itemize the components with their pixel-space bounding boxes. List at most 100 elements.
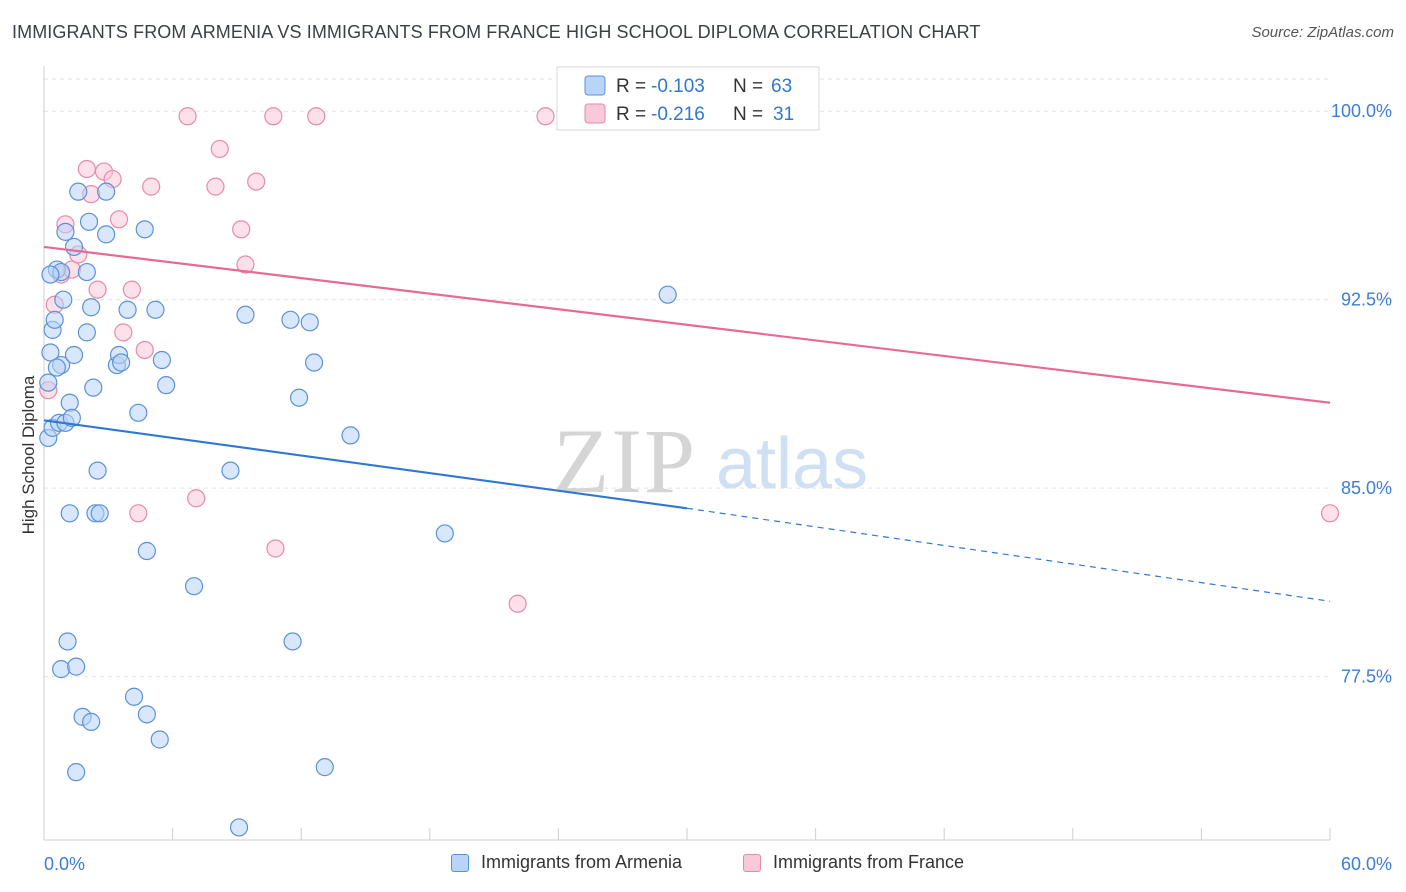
legend-label-armenia: Immigrants from Armenia [481,852,683,872]
legend-n-value-armenia: 63 [771,76,792,97]
armenia-point [236,305,255,324]
x-tick-label-max: 60.0% [1341,854,1392,874]
armenia-point [47,358,66,377]
france-point [508,594,527,613]
armenia-point [283,632,302,651]
france-point [1320,504,1340,523]
legend-r-value-france: -0.216 [651,104,705,125]
armenia-point [658,285,677,304]
armenia-point [77,262,96,282]
armenia-point [77,323,96,342]
france-point [210,139,229,159]
legend-swatch-france [584,103,606,124]
legend-r-value-armenia: -0.103 [651,76,705,97]
armenia-point [281,310,300,329]
y-tick-label: 92.5% [1341,290,1392,310]
legend-r-label-france: R = [616,104,646,125]
series-armenia-points [39,182,677,837]
armenia-point [52,660,71,679]
y-axis-label: High School Diploma [19,375,38,534]
armenia-point [304,353,324,372]
france-point [135,340,154,360]
armenia-point [58,632,77,651]
armenia-point [62,408,81,427]
armenia-point [67,763,86,782]
france-point [236,255,255,274]
series-france-points [39,107,1340,613]
france-point [187,489,206,508]
armenia-point [129,403,148,422]
armenia-trend-line-extrapolated [686,507,1331,602]
france-point [129,504,148,523]
armenia-point [60,393,79,412]
legend-item-armenia[interactable]: Immigrants from Armenia [451,852,682,873]
france-point [307,107,326,126]
armenia-point [124,687,144,706]
armenia-point [64,345,84,365]
armenia-point [41,265,60,284]
armenia-point [88,461,107,480]
x-tick-label-min: 0.0% [44,854,85,874]
armenia-point [229,818,249,837]
armenia-point [150,730,169,749]
chart-title: IMMIGRANTS FROM ARMENIA VS IMMIGRANTS FR… [12,22,981,42]
armenia-point [79,212,99,231]
y-tick-label: 85.0% [1341,478,1392,498]
france-point [88,280,107,299]
watermark: ZIP atlas [553,410,868,512]
y-tick-label: 100.0% [1331,101,1392,121]
armenia-point [137,705,156,724]
legend-swatch-armenia [584,75,606,96]
legend-r-label-armenia: R = [616,76,646,97]
armenia-point [289,388,309,407]
legend-swatch-armenia-bottom [451,853,469,872]
france-point [122,280,141,299]
armenia-point [97,225,116,244]
armenia-point [69,182,88,201]
armenia-point [135,220,154,239]
france-point [142,177,161,196]
armenia-point [97,182,116,201]
armenia-point [221,461,240,480]
armenia-point [56,222,75,241]
france-point [536,107,555,126]
legend-box: R = -0.103 N = 63 R = -0.216 N = 31 [556,66,820,131]
armenia-point [341,426,360,445]
armenia-point [64,237,84,257]
armenia-point [39,373,58,392]
france-point [206,177,225,196]
armenia-point [84,378,103,397]
legend-n-label-france: N = [733,104,763,125]
france-point [109,210,129,229]
y-tick-labels: 77.5% 85.0% 92.5% 100.0% [1331,101,1392,686]
armenia-point [90,504,109,523]
france-point [232,220,251,239]
armenia-point [54,290,73,309]
armenia-point [137,541,156,561]
armenia-point [82,712,101,731]
legend-item-france[interactable]: Immigrants from France [743,852,964,873]
armenia-point [315,758,334,777]
armenia-point [112,353,131,372]
armenia-point [184,577,204,596]
france-trend-line [43,245,1331,404]
armenia-point [300,313,319,332]
france-point [266,539,285,558]
legend-label-france: Immigrants from France [773,852,965,872]
armenia-point [435,524,454,543]
trend-lines [43,245,1331,602]
armenia-point [67,657,86,676]
france-point [114,323,133,342]
legend-swatch-france-bottom [743,853,761,872]
armenia-point [60,504,79,523]
france-point [264,107,283,126]
watermark-atlas: atlas [716,424,868,504]
armenia-point [118,300,137,319]
source-credit: Source: ZipAtlas.com [1251,24,1394,41]
legend-n-label-armenia: N = [733,76,763,97]
x-axis-ticks [43,828,1331,840]
armenia-point [45,310,64,329]
armenia-point [146,300,165,319]
armenia-point [152,350,171,370]
